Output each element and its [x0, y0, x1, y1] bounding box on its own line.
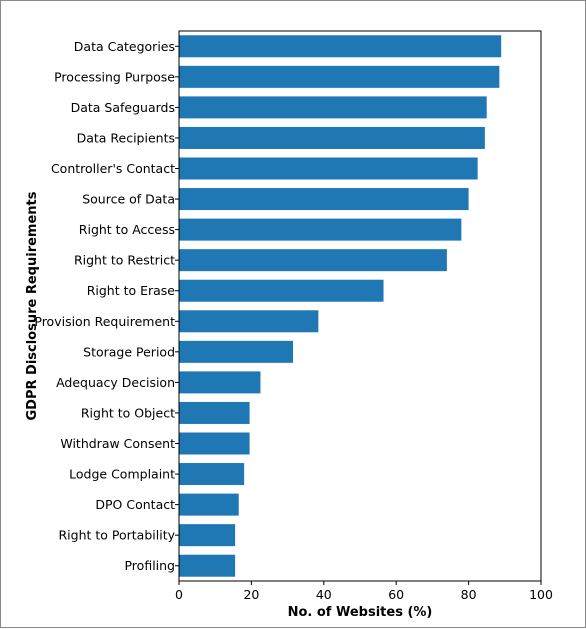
bar: [179, 340, 294, 363]
bar: [179, 432, 250, 455]
bar: [179, 249, 447, 272]
y-tick-label: Right to Portability: [58, 528, 175, 543]
plot-area-border: [178, 30, 542, 582]
bar: [179, 65, 500, 88]
bar: [179, 310, 319, 333]
y-tick-label: Source of Data: [82, 192, 175, 207]
bar: [179, 96, 487, 119]
y-tick-label: Right to Access: [79, 222, 175, 237]
y-tick-label: Storage Period: [83, 344, 175, 359]
bar: [179, 554, 236, 577]
bar: [179, 157, 478, 180]
y-tick-label: Right to Object: [81, 405, 175, 420]
bar: [179, 401, 250, 424]
bar: [179, 35, 502, 58]
y-tick-label: Lodge Complaint: [69, 467, 175, 482]
x-tick-group: 0 20 40 60 80 100: [175, 581, 553, 602]
bar: [179, 524, 236, 547]
x-tick-label: 0: [175, 587, 183, 602]
y-tick-label: Provision Requirement: [34, 314, 175, 329]
bar: [179, 493, 239, 516]
y-tick-label: Adequacy Decision: [56, 375, 175, 390]
y-axis-title: GDPR Disclosure Requirements: [25, 191, 40, 420]
bar: [179, 218, 462, 241]
x-tick-label: 60: [388, 587, 404, 602]
y-tick-label: Processing Purpose: [54, 69, 175, 84]
bar: [179, 463, 245, 486]
y-tick-label: Controller's Contact: [51, 161, 175, 176]
x-tick-label: 40: [316, 587, 332, 602]
bars-group: [179, 35, 502, 577]
x-tick-label: 20: [243, 587, 259, 602]
y-tick-label: Data Categories: [74, 39, 175, 54]
bar: [179, 371, 261, 394]
y-tick-label: Data Recipients: [77, 130, 175, 145]
y-tick-label: Profiling: [124, 558, 175, 573]
y-tick-group: Data Categories Processing Purpose Data Sa…: [34, 39, 179, 573]
y-tick-label: Right to Restrict: [74, 253, 175, 268]
y-tick-label: Data Safeguards: [71, 100, 175, 115]
x-axis-title: No. of Websites (%): [288, 605, 433, 620]
bar: [179, 188, 469, 211]
y-tick-label: Right to Erase: [87, 283, 176, 298]
bar: [179, 126, 485, 149]
x-tick-label: 80: [461, 587, 477, 602]
bar: [179, 279, 384, 302]
y-tick-label: DPO Contact: [95, 497, 175, 512]
y-tick-label: Withdraw Consent: [60, 436, 175, 451]
x-tick-label: 100: [529, 587, 553, 602]
